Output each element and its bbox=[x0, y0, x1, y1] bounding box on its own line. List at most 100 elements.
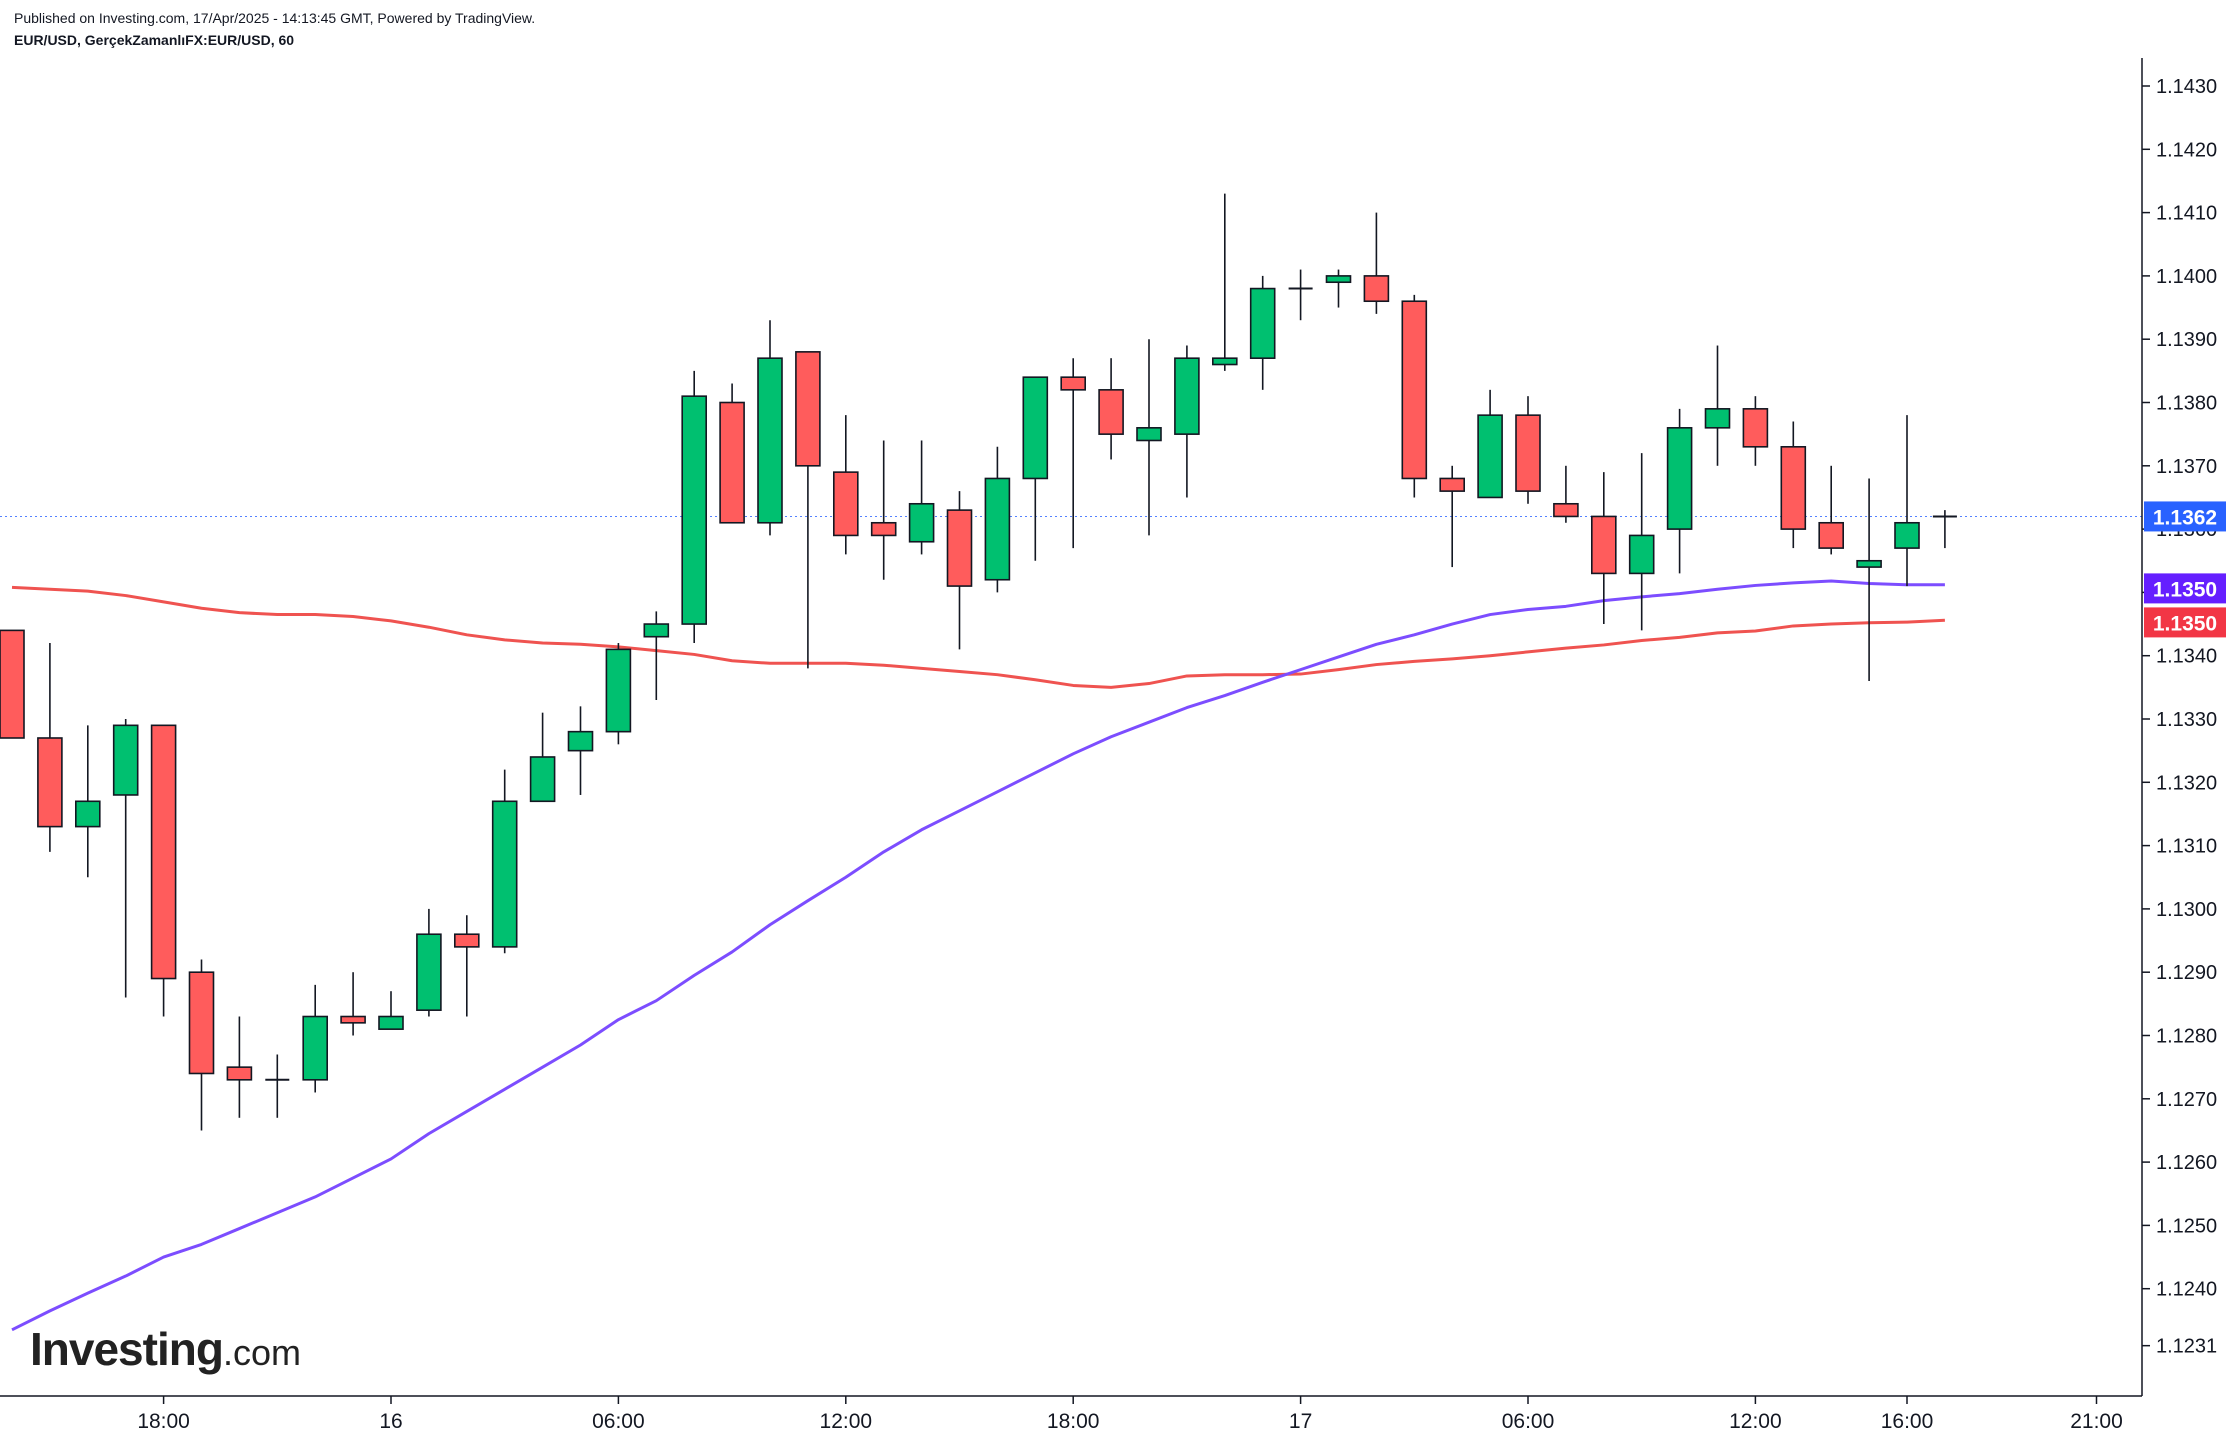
candle bbox=[1818, 465, 1844, 555]
candle-body bbox=[1591, 515, 1617, 575]
candle bbox=[643, 611, 670, 701]
candle bbox=[1060, 358, 1086, 549]
candle bbox=[984, 446, 1011, 593]
candle bbox=[946, 491, 973, 650]
candle-body bbox=[1174, 357, 1200, 435]
candle-body bbox=[832, 471, 859, 537]
candle bbox=[908, 440, 935, 555]
candle-body bbox=[150, 724, 177, 980]
candle-body bbox=[112, 724, 139, 796]
current-price-label-box bbox=[2144, 501, 2226, 532]
candle-body bbox=[1818, 521, 1844, 549]
ma-price-label-2: 1.1350 bbox=[2144, 607, 2226, 638]
candle-body bbox=[1401, 300, 1428, 480]
candle bbox=[1477, 389, 1503, 499]
y-tick-label: 1.1320 bbox=[2156, 772, 2217, 794]
x-tick-label: 12:00 bbox=[820, 1410, 873, 1433]
candle-body bbox=[1212, 357, 1238, 366]
candle bbox=[1666, 408, 1693, 574]
candle bbox=[1780, 421, 1807, 549]
x-tick-label: 16:00 bbox=[1881, 1410, 1934, 1433]
candle bbox=[1515, 396, 1541, 504]
moving-average-line-2 bbox=[11, 579, 1945, 1332]
moving-average-line-1 bbox=[11, 585, 1945, 689]
candle-body bbox=[37, 737, 63, 828]
candle-body bbox=[908, 502, 935, 543]
candle bbox=[1022, 376, 1049, 561]
y-tick-label: 1.1400 bbox=[2156, 266, 2217, 288]
candle bbox=[491, 769, 518, 954]
y-tick-label: 1.1231 bbox=[2156, 1336, 2217, 1358]
candle bbox=[1704, 345, 1731, 466]
candle-body bbox=[378, 1015, 404, 1030]
candle-body bbox=[529, 756, 556, 803]
candle bbox=[681, 370, 708, 644]
moving-average-layer bbox=[0, 515, 2142, 1332]
candle bbox=[265, 1054, 290, 1118]
candle bbox=[1932, 510, 1957, 549]
candle bbox=[1363, 212, 1390, 314]
investing-logo: Investing.com bbox=[30, 1322, 301, 1376]
candle bbox=[1742, 396, 1769, 466]
candle bbox=[870, 440, 897, 580]
y-tick-label: 1.1290 bbox=[2156, 962, 2217, 984]
current-price-label-text: 1.1362 bbox=[2153, 506, 2217, 529]
candle-body bbox=[302, 1015, 329, 1081]
candle-body bbox=[1439, 477, 1465, 492]
candle-body bbox=[1553, 502, 1579, 518]
y-tick-label: 1.1340 bbox=[2156, 646, 2217, 668]
candle bbox=[226, 1016, 253, 1118]
x-tick-label: 06:00 bbox=[1502, 1410, 1555, 1433]
candle bbox=[112, 719, 139, 998]
candle bbox=[605, 643, 632, 745]
candle-body bbox=[1477, 414, 1503, 499]
candle bbox=[1401, 294, 1428, 498]
x-tick-label: 16 bbox=[379, 1410, 402, 1433]
candle-body bbox=[1060, 376, 1086, 391]
candle-body bbox=[1894, 521, 1920, 549]
current-price-label: 1.1362 bbox=[2144, 501, 2226, 532]
candle-body bbox=[453, 933, 480, 948]
y-tick-label: 1.1300 bbox=[2156, 899, 2217, 921]
ma-price-label-2-text: 1.1350 bbox=[2153, 612, 2217, 635]
candle bbox=[1325, 269, 1352, 308]
candle-body bbox=[567, 730, 594, 752]
ma-price-label-1: 1.1350 bbox=[2144, 573, 2226, 604]
x-tick-label: 06:00 bbox=[592, 1410, 645, 1433]
candle bbox=[719, 383, 745, 524]
ma-price-label-1-text: 1.1350 bbox=[2153, 578, 2217, 601]
x-tick-label: 21:00 bbox=[2070, 1410, 2123, 1433]
candle-body bbox=[643, 623, 670, 638]
candle bbox=[1249, 275, 1276, 390]
candle-body bbox=[870, 521, 897, 537]
candle-body bbox=[719, 401, 745, 524]
candle bbox=[795, 351, 821, 669]
candle bbox=[416, 908, 442, 1017]
candle bbox=[1553, 465, 1579, 523]
candle-layer bbox=[0, 193, 1957, 1131]
candle-body bbox=[226, 1066, 253, 1081]
symbol-line: EUR/USD, GerçekZamanlıFX:EUR/USD, 60 bbox=[14, 32, 295, 48]
y-tick-label: 1.1380 bbox=[2156, 393, 2217, 415]
axis-layer: 1.1430 1.1420 1.1410 1.1400 1.1390 1.1380 1.13… bbox=[0, 58, 2217, 1433]
candle bbox=[75, 725, 101, 878]
y-tick-label: 1.1310 bbox=[2156, 836, 2217, 858]
candle-body bbox=[946, 509, 973, 587]
y-tick-label: 1.1420 bbox=[2156, 139, 2217, 161]
candle-body bbox=[1704, 408, 1731, 429]
y-tick-label: 1.1260 bbox=[2156, 1152, 2217, 1174]
candle-body bbox=[1363, 275, 1390, 303]
candle-body bbox=[795, 351, 821, 467]
candle-body bbox=[1780, 446, 1807, 530]
y-tick-label: 1.1280 bbox=[2156, 1026, 2217, 1048]
y-tick-label: 1.1240 bbox=[2156, 1279, 2217, 1301]
candle-body bbox=[0, 629, 25, 739]
candle-body bbox=[416, 933, 442, 1011]
ma-price-label-1-box bbox=[2144, 573, 2226, 604]
candle-body bbox=[1666, 427, 1693, 530]
price-label-layer: 1.1362 1.1350 1.1350 bbox=[2144, 501, 2226, 638]
candle bbox=[302, 984, 329, 1093]
published-line: Published on Investing.com, 17/Apr/2025 … bbox=[14, 10, 536, 26]
y-tick-label: 1.1250 bbox=[2156, 1215, 2217, 1237]
